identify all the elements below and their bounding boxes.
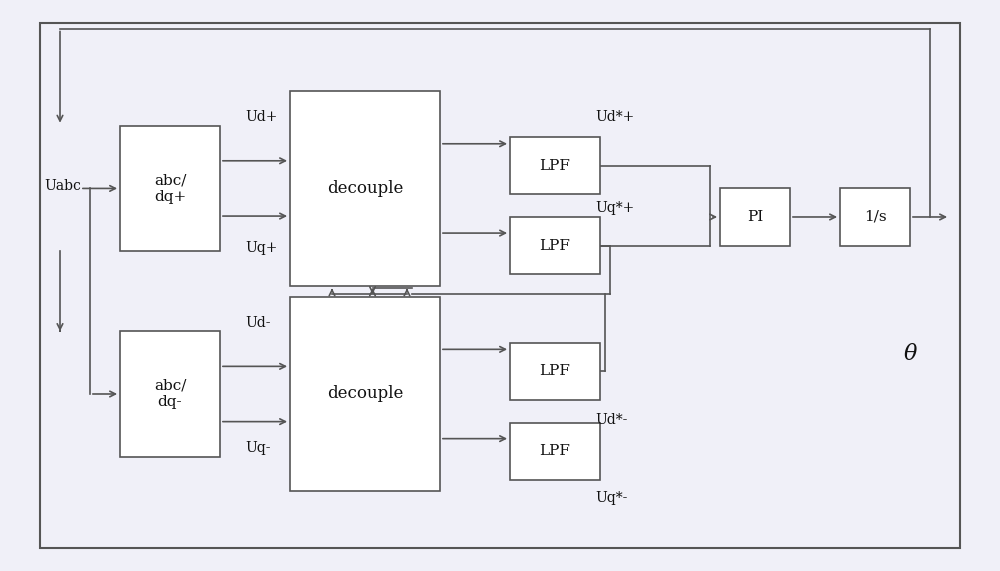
FancyBboxPatch shape [840,188,910,246]
Text: decouple: decouple [327,385,403,403]
FancyBboxPatch shape [510,423,600,480]
Text: abc/
dq-: abc/ dq- [154,379,186,409]
FancyBboxPatch shape [510,343,600,400]
Text: Uq*-: Uq*- [595,491,627,505]
Text: Uq+: Uq+ [245,242,277,255]
FancyBboxPatch shape [290,91,440,286]
Text: θ: θ [903,343,917,365]
FancyBboxPatch shape [510,137,600,194]
Text: PI: PI [747,210,763,224]
FancyBboxPatch shape [120,126,220,251]
Text: Ud-: Ud- [245,316,270,329]
Text: decouple: decouple [327,180,403,197]
Text: Uq*+: Uq*+ [595,202,634,215]
Text: LPF: LPF [540,159,570,172]
Text: LPF: LPF [540,364,570,378]
Text: LPF: LPF [540,444,570,458]
Text: abc/
dq+: abc/ dq+ [154,174,186,203]
Text: Uq-: Uq- [245,441,270,455]
FancyBboxPatch shape [720,188,790,246]
Text: Ud*+: Ud*+ [595,110,634,124]
Text: LPF: LPF [540,239,570,252]
Text: Ud+: Ud+ [245,110,277,124]
Text: Ud*-: Ud*- [595,413,627,427]
Text: 1/s: 1/s [864,210,886,224]
Text: Uabc: Uabc [45,179,81,192]
FancyBboxPatch shape [120,331,220,457]
FancyBboxPatch shape [290,297,440,491]
FancyBboxPatch shape [510,217,600,274]
